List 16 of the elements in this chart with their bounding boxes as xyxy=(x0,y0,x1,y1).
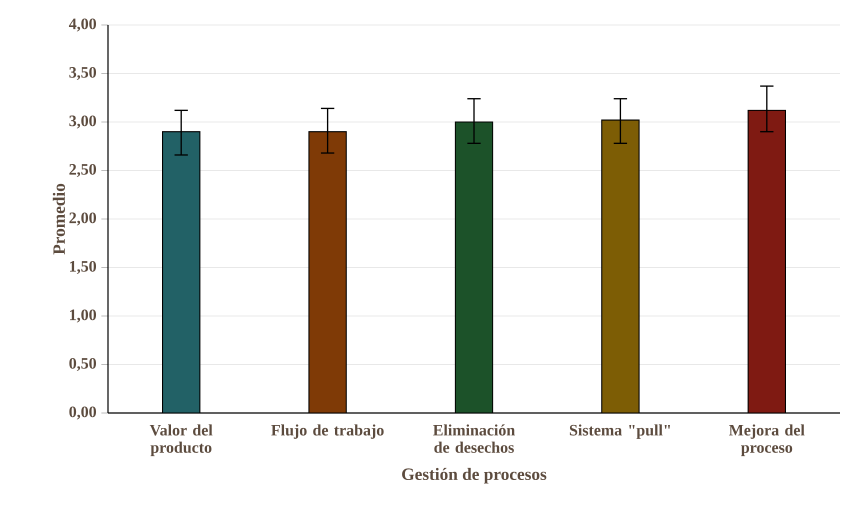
x-tick-label: Mejora del proceso xyxy=(729,424,805,456)
y-tick-label: 4,00 xyxy=(68,18,96,32)
x-tick-label: Valor del producto xyxy=(150,424,212,456)
x-tick-label: Sistema "pull" xyxy=(570,424,670,439)
y-tick-label: 1,00 xyxy=(70,309,96,323)
y-tick-label: 0,00 xyxy=(69,406,96,420)
y-tick-label: 3,00 xyxy=(69,115,96,129)
y-tick-label: 1,50 xyxy=(70,260,96,274)
y-tick-label: 0,50 xyxy=(69,358,96,372)
x-axis-title: Gestión de procesos xyxy=(402,468,546,484)
y-tick-label: 2,00 xyxy=(69,212,96,226)
y-tick-label: 2,50 xyxy=(69,164,96,178)
y-axis-title: Promedio xyxy=(52,184,65,255)
y-tick-label: 3,50 xyxy=(69,66,96,80)
x-tick-label: Eliminación de desechos xyxy=(433,424,515,453)
x-tick-label: Flujo de trabajo xyxy=(271,424,384,439)
